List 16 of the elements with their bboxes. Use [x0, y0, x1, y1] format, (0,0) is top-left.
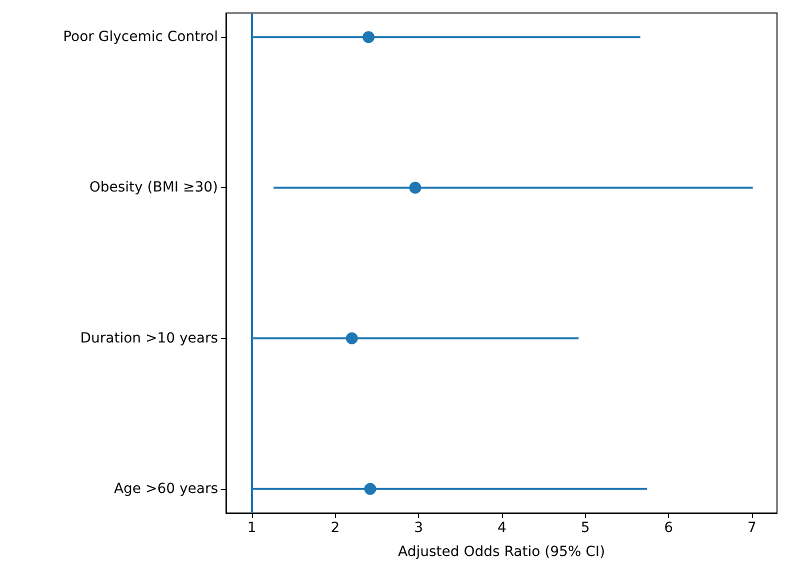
x-axis-title: Adjusted Odds Ratio (95% CI) — [398, 544, 606, 560]
x-tick-label: 4 — [497, 520, 506, 536]
x-tick-label: 1 — [247, 520, 256, 536]
x-tick-label: 3 — [414, 520, 424, 536]
point — [362, 31, 375, 44]
point — [409, 182, 422, 194]
point — [346, 332, 358, 344]
y-tick-label: Age >60 years — [114, 480, 218, 497]
y-tick-label: Obesity (BMI ≥30) — [89, 180, 218, 196]
x-tick-label: 7 — [748, 520, 756, 536]
y-tick-label: Duration >10 years — [80, 330, 218, 346]
x-tick-label: 6 — [664, 520, 674, 536]
x-tick-label: 5 — [580, 520, 590, 536]
y-tick-label: Poor Glycemic Control — [63, 29, 218, 46]
point — [364, 482, 376, 495]
x-tick-label: 2 — [330, 520, 340, 536]
